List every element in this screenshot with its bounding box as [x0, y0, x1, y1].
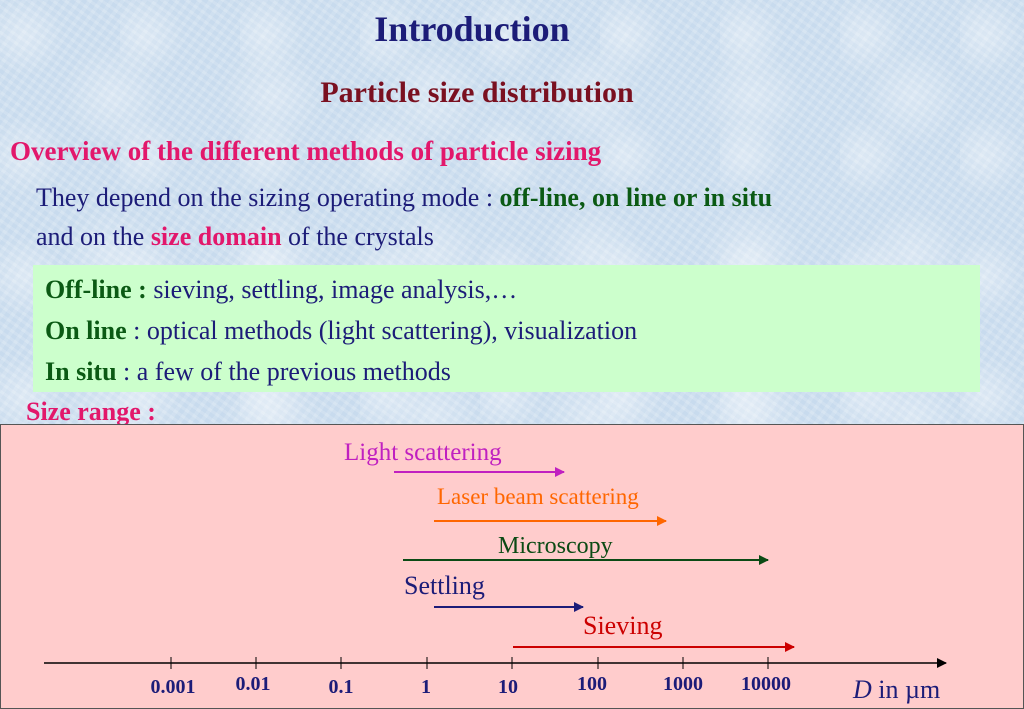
depends-line-1-text: They depend on the sizing operating mode…: [36, 183, 500, 212]
size-domain-highlight: size domain: [150, 222, 282, 251]
light-scattering-label: Light scattering: [344, 439, 502, 466]
settling-label: Settling: [404, 571, 485, 600]
tick-label: 0.001: [151, 676, 196, 698]
tick-label: 1: [421, 676, 431, 698]
sieving-label: Sieving: [583, 611, 662, 640]
mode-online-desc: : optical methods (light scattering), vi…: [126, 316, 638, 345]
operating-modes-highlight: off-line, on line or in situ: [499, 183, 773, 212]
mode-offline-desc: sieving, settling, image analysis,…: [146, 275, 518, 304]
tick-label: 0.01: [236, 673, 271, 695]
mode-online: On line : optical methods (light scatter…: [45, 316, 637, 346]
size-range-label: Size range :: [26, 397, 156, 426]
slide-title: Introduction: [374, 9, 570, 49]
depends-line-2: and on the size domain of the crystals: [36, 222, 434, 252]
laser-beam-scattering-label: Laser beam scattering: [437, 484, 639, 509]
mode-insitu-name: In situ: [45, 357, 117, 386]
tick-label: 10: [498, 676, 518, 698]
axis-label: D in µm: [852, 675, 940, 704]
mode-online-name: On line: [45, 316, 127, 345]
size-range-diagram: Light scattering Laser beam scattering M…: [0, 424, 1024, 709]
mode-offline: Off-line : sieving, settling, image anal…: [45, 275, 517, 305]
mode-insitu-desc: : a few of the previous methods: [116, 357, 451, 386]
tick-label: 100: [577, 673, 607, 695]
depends-line-2-suffix: of the crystals: [281, 222, 434, 251]
tick-label: 1000: [663, 673, 703, 695]
tick-label: 0.1: [329, 676, 354, 698]
depends-line-2-prefix: and on the: [36, 222, 151, 251]
modes-box: Off-line : sieving, settling, image anal…: [33, 265, 980, 392]
axis-label-unit: in µm: [872, 675, 940, 704]
slide-subtitle: Particle size distribution: [320, 76, 634, 109]
tick-label: 10000: [741, 673, 791, 695]
mode-insitu: In situ : a few of the previous methods: [45, 357, 451, 387]
mode-offline-name: Off-line :: [45, 275, 147, 304]
microscopy-label: Microscopy: [498, 533, 613, 559]
size-range-svg: Light scattering Laser beam scattering M…: [44, 439, 947, 704]
depends-line-1: They depend on the sizing operating mode…: [36, 183, 772, 213]
axis-label-var: D: [852, 675, 872, 704]
overview-heading: Overview of the different methods of par…: [10, 136, 602, 166]
